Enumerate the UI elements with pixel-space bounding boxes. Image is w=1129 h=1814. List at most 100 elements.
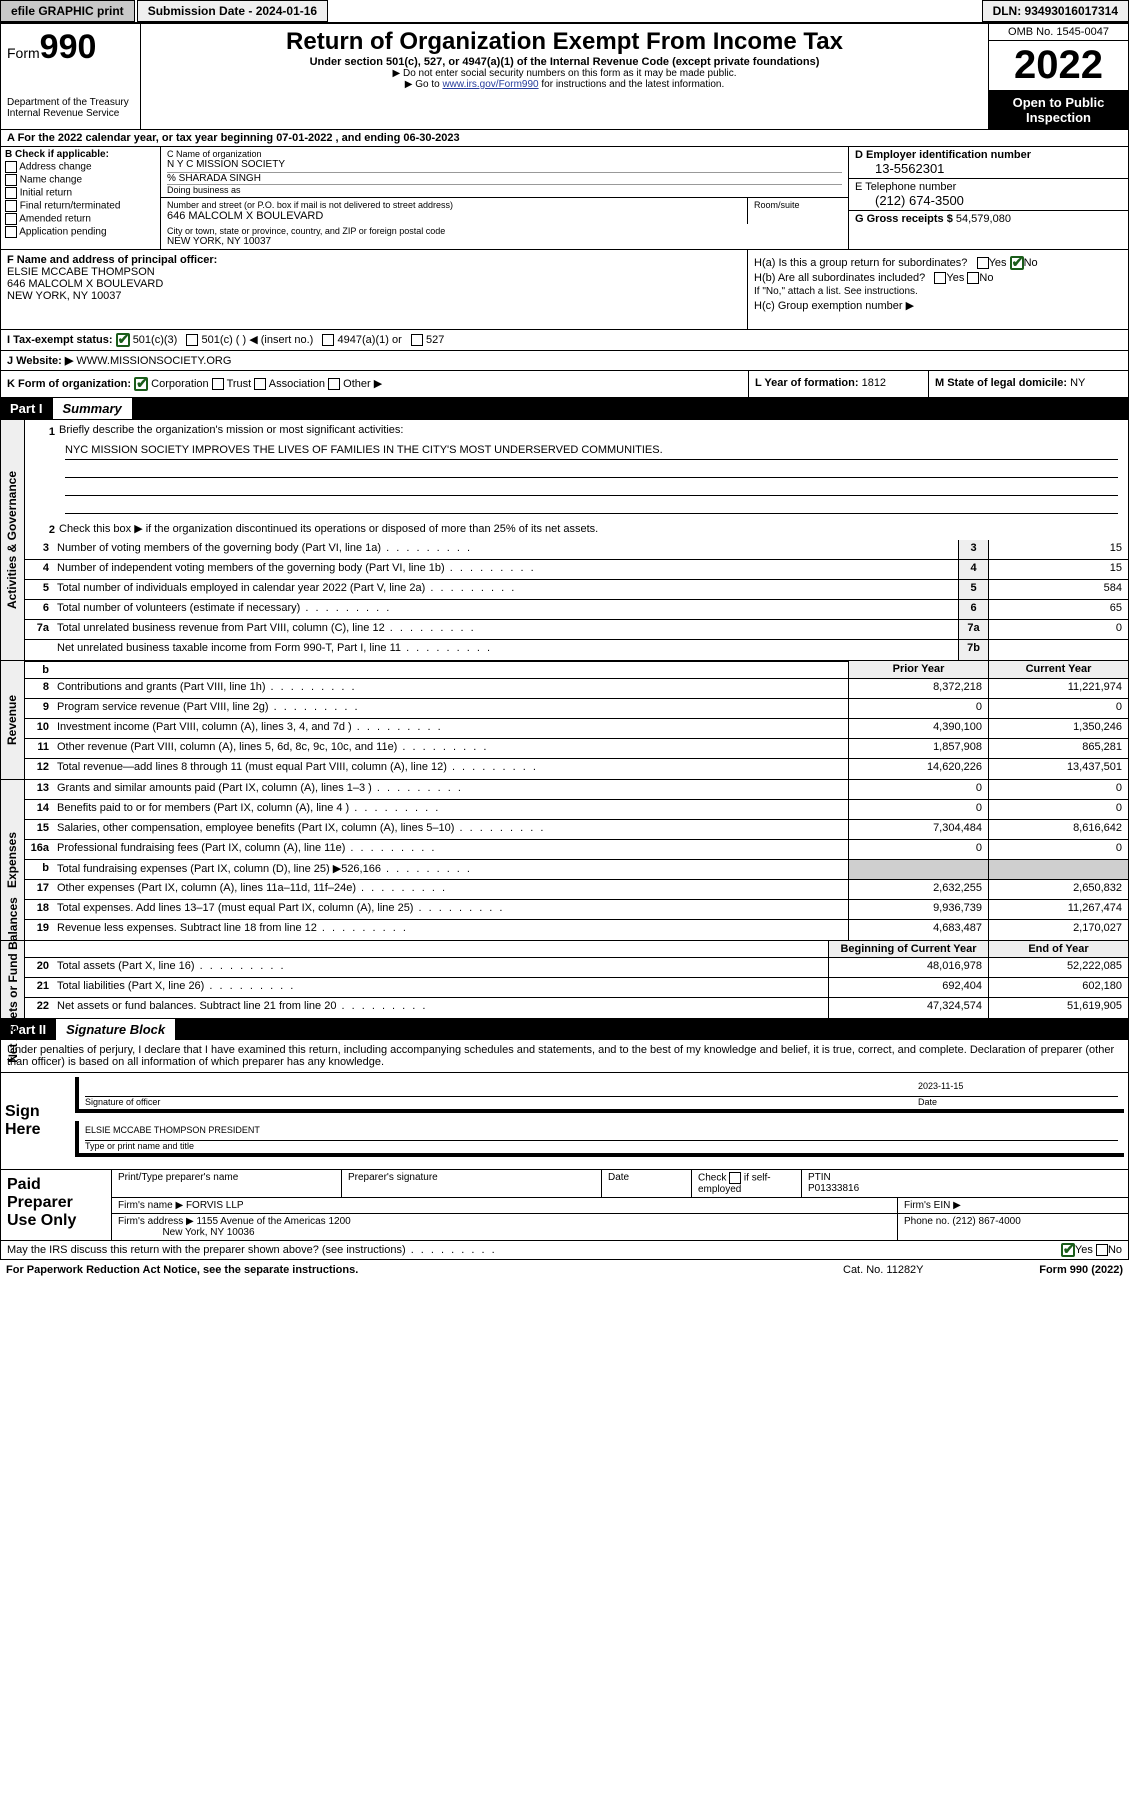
chk-address-change[interactable]: Address change — [5, 161, 156, 173]
firm-phone-label: Phone no. — [904, 1216, 950, 1227]
firm-name-value: FORVIS LLP — [186, 1200, 244, 1211]
hb-no-box[interactable] — [967, 272, 979, 284]
officer-city: NEW YORK, NY 10037 — [7, 290, 122, 302]
chk-application-pending[interactable]: Application pending — [5, 226, 156, 238]
chk-amended[interactable]: Amended return — [5, 213, 156, 225]
gov-row: 5Total number of individuals employed in… — [25, 580, 1128, 600]
officer-name: ELSIE MCCABE THOMPSON — [7, 266, 155, 278]
corp-box-checked[interactable] — [134, 377, 148, 391]
527-label: 527 — [426, 334, 444, 346]
501c-box[interactable] — [186, 334, 198, 346]
dln-label: DLN: 93493016017314 — [982, 0, 1129, 22]
q1-text: Briefly describe the organization's miss… — [59, 424, 403, 440]
row-a-period: A For the 2022 calendar year, or tax yea… — [0, 130, 1129, 147]
form-note2: ▶ Go to www.irs.gov/Form990 for instruct… — [147, 79, 982, 90]
firm-addr-label: Firm's address ▶ — [118, 1216, 194, 1227]
form-note1: ▶ Do not enter social security numbers o… — [147, 68, 982, 79]
527-box[interactable] — [411, 334, 423, 346]
ha-yes-box[interactable] — [977, 257, 989, 269]
gross-label: G Gross receipts $ — [855, 213, 953, 225]
irs-discuss-text: May the IRS discuss this return with the… — [7, 1244, 1061, 1256]
self-employed-box[interactable] — [729, 1172, 741, 1184]
fh-row: F Name and address of principal officer:… — [0, 250, 1129, 330]
cat-number: Cat. No. 11282Y — [843, 1264, 983, 1276]
chk-name-change[interactable]: Name change — [5, 174, 156, 186]
sig-name-label: Type or print name and title — [85, 1141, 1118, 1151]
street-room-row: Number and street (or P.O. box if mail i… — [161, 198, 848, 224]
mission-blank1 — [65, 462, 1118, 478]
sig-date-label: Date — [918, 1097, 1118, 1107]
sig-officer-label: Signature of officer — [85, 1097, 918, 1107]
form-number: Form990 — [7, 28, 134, 67]
prep-h4: Check if self-employed — [692, 1170, 802, 1197]
discuss-yes-checked[interactable] — [1061, 1243, 1075, 1257]
irs-label: Internal Revenue Service — [7, 108, 134, 119]
section-c: C Name of organization N Y C MISSION SOC… — [161, 147, 848, 249]
row-klm: K Form of organization: Corporation Trus… — [0, 371, 1129, 398]
net-row: 21Total liabilities (Part X, line 26)692… — [25, 978, 1128, 998]
ein-cell: D Employer identification number 13-5562… — [849, 147, 1128, 179]
preparer-label: Paid Preparer Use Only — [1, 1170, 111, 1240]
row-k: K Form of organization: Corporation Trus… — [1, 371, 748, 397]
trust-box[interactable] — [212, 378, 224, 390]
form-org-label: K Form of organization: — [7, 378, 131, 390]
assoc-box[interactable] — [254, 378, 266, 390]
phone-label: E Telephone number — [855, 181, 1122, 193]
gov-row: 6Total number of volunteers (estimate if… — [25, 600, 1128, 620]
sig-name-value: ELSIE MCCABE THOMPSON PRESIDENT — [85, 1123, 1118, 1140]
firm-name-label: Firm's name ▶ — [118, 1200, 183, 1211]
form-num-big: 990 — [40, 28, 97, 66]
phone-cell: E Telephone number (212) 674-3500 — [849, 179, 1128, 211]
gov-row: 7aTotal unrelated business revenue from … — [25, 620, 1128, 640]
bottom-line: For Paperwork Reduction Act Notice, see … — [0, 1260, 1129, 1280]
hb-yes-box[interactable] — [934, 272, 946, 284]
vtab-gov: Activities & Governance — [1, 420, 25, 660]
right-info: D Employer identification number 13-5562… — [848, 147, 1128, 249]
form-ref: Form 990 (2022) — [983, 1264, 1123, 1276]
prep-firm-row: Firm's name ▶ FORVIS LLP Firm's EIN ▶ — [112, 1198, 1128, 1214]
gov-row: 4Number of independent voting members of… — [25, 560, 1128, 580]
city-label: City or town, state or province, country… — [167, 226, 842, 236]
assoc-label: Association — [269, 378, 325, 390]
form990-link[interactable]: www.irs.gov/Form990 — [442, 79, 538, 90]
tax-exempt-label: I Tax-exempt status: — [7, 334, 113, 346]
dba-label: Doing business as — [167, 184, 842, 195]
other-box[interactable] — [328, 378, 340, 390]
discuss-no-box[interactable] — [1096, 1244, 1108, 1256]
omb-number: OMB No. 1545-0047 — [989, 24, 1128, 41]
data-row: 9Program service revenue (Part VIII, lin… — [25, 699, 1128, 719]
ha-no-box-checked[interactable] — [1010, 256, 1024, 270]
efile-button[interactable]: efile GRAPHIC print — [0, 0, 135, 22]
care-of: % SHARADA SINGH — [167, 172, 842, 184]
top-toolbar: efile GRAPHIC print Submission Date - 20… — [0, 0, 1129, 23]
note2-pre: ▶ Go to — [405, 79, 443, 90]
firm-phone-value: (212) 867-4000 — [952, 1216, 1020, 1227]
corp-label: Corporation — [151, 378, 208, 390]
submission-date: Submission Date - 2024-01-16 — [137, 0, 328, 22]
4947-box[interactable] — [322, 334, 334, 346]
data-row: 10Investment income (Part VIII, column (… — [25, 719, 1128, 739]
sig-intro: Under penalties of perjury, I declare th… — [0, 1040, 1129, 1073]
city-cell: City or town, state or province, country… — [161, 224, 848, 249]
part-i-num: Part I — [0, 398, 53, 419]
hb-note: If "No," attach a list. See instructions… — [754, 286, 1122, 297]
chk-final-return[interactable]: Final return/terminated — [5, 200, 156, 212]
officer-name-line: ELSIE MCCABE THOMPSON PRESIDENT — [85, 1123, 1118, 1141]
officer-label: F Name and address of principal officer: — [7, 254, 217, 266]
net-year-header: Beginning of Current Year End of Year — [25, 941, 1128, 958]
data-row: 12Total revenue—add lines 8 through 11 (… — [25, 759, 1128, 779]
org-name-label: C Name of organization — [167, 149, 842, 159]
data-row: 11Other revenue (Part VIII, column (A), … — [25, 739, 1128, 759]
other-label: Other ▶ — [343, 378, 382, 390]
header-center: Return of Organization Exempt From Incom… — [141, 24, 988, 129]
501c3-box-checked[interactable] — [116, 333, 130, 347]
address-block: B Check if applicable: Address change Na… — [0, 147, 1129, 250]
row-a-text: A For the 2022 calendar year, or tax yea… — [7, 132, 460, 144]
501c-label: 501(c) ( ) ◀ (insert no.) — [202, 334, 314, 346]
open-public-badge: Open to Public Inspection — [989, 91, 1128, 129]
chk-initial-return[interactable]: Initial return — [5, 187, 156, 199]
row-j: J Website: ▶ WWW.MISSIONSOCIETY.ORG — [0, 351, 1129, 371]
room-cell: Room/suite — [748, 198, 848, 224]
prep-h2: Preparer's signature — [342, 1170, 602, 1197]
prep-header-row: Print/Type preparer's name Preparer's si… — [112, 1170, 1128, 1198]
